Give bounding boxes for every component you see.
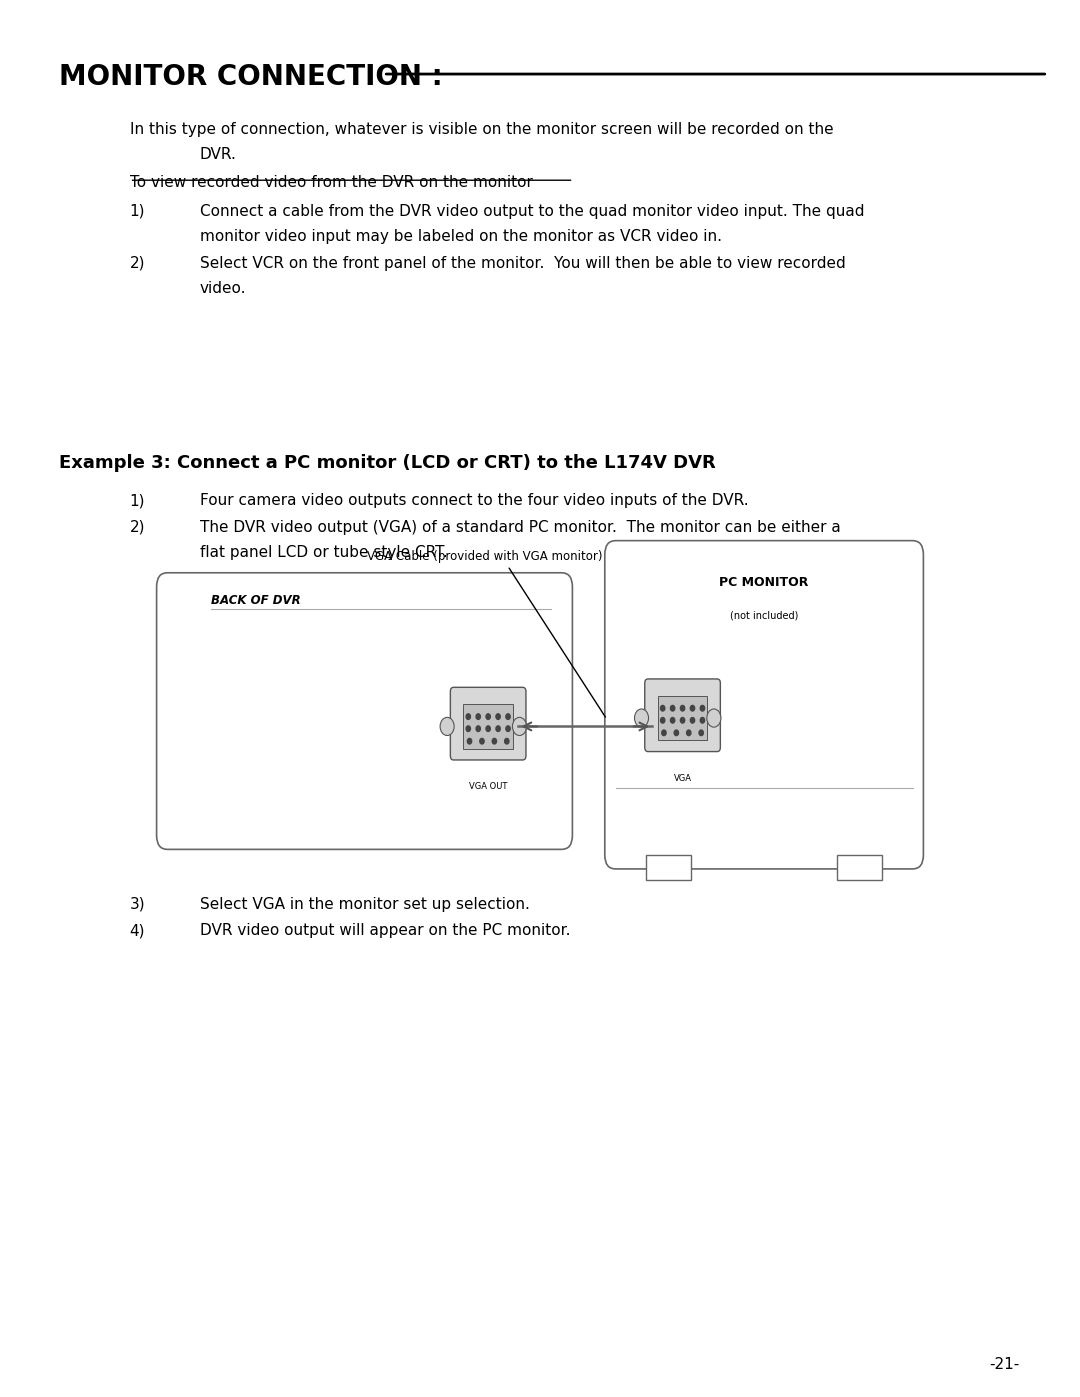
FancyBboxPatch shape: [645, 679, 720, 752]
Text: monitor video input may be labeled on the monitor as VCR video in.: monitor video input may be labeled on th…: [200, 229, 721, 244]
Circle shape: [680, 705, 685, 711]
Text: 4): 4): [130, 923, 145, 939]
Text: 2): 2): [130, 256, 145, 271]
Circle shape: [680, 718, 685, 724]
Bar: [658, 696, 707, 740]
Text: PC MONITOR: PC MONITOR: [719, 576, 809, 588]
Circle shape: [505, 726, 510, 732]
FancyBboxPatch shape: [605, 541, 923, 869]
Circle shape: [486, 726, 490, 732]
Text: Four camera video outputs connect to the four video inputs of the DVR.: Four camera video outputs connect to the…: [200, 493, 748, 509]
Bar: [646, 855, 691, 880]
Circle shape: [504, 739, 509, 745]
Circle shape: [690, 718, 694, 724]
Text: VGA OUT: VGA OUT: [469, 782, 508, 791]
Text: Select VCR on the front panel of the monitor.  You will then be able to view rec: Select VCR on the front panel of the mon…: [200, 256, 846, 271]
FancyBboxPatch shape: [157, 573, 572, 849]
Text: MONITOR CONNECTION :: MONITOR CONNECTION :: [59, 63, 443, 91]
Circle shape: [671, 705, 675, 711]
Circle shape: [700, 705, 704, 711]
Circle shape: [467, 714, 471, 719]
Text: video.: video.: [200, 281, 246, 296]
Circle shape: [505, 714, 510, 719]
Circle shape: [700, 718, 704, 724]
Circle shape: [496, 714, 500, 719]
Bar: [463, 704, 513, 749]
Circle shape: [662, 731, 666, 736]
Text: (not included): (not included): [730, 610, 798, 620]
Text: DVR video output will appear on the PC monitor.: DVR video output will appear on the PC m…: [200, 923, 570, 939]
Circle shape: [671, 718, 675, 724]
Text: VGA: VGA: [674, 774, 691, 782]
Text: VGA Cable (provided with VGA monitor): VGA Cable (provided with VGA monitor): [367, 550, 603, 563]
Circle shape: [480, 739, 484, 745]
Text: 2): 2): [130, 520, 145, 535]
Text: Connect a cable from the DVR video output to the quad monitor video input. The q: Connect a cable from the DVR video outpu…: [200, 204, 864, 219]
Circle shape: [661, 718, 665, 724]
Text: BACK OF DVR: BACK OF DVR: [211, 594, 300, 606]
Circle shape: [467, 726, 471, 732]
Circle shape: [687, 731, 691, 736]
Text: In this type of connection, whatever is visible on the monitor screen will be re: In this type of connection, whatever is …: [130, 122, 834, 137]
Circle shape: [699, 731, 703, 736]
Circle shape: [674, 731, 678, 736]
Text: 3): 3): [130, 897, 145, 912]
Circle shape: [496, 726, 500, 732]
Circle shape: [492, 739, 497, 745]
Text: flat panel LCD or tube style CRT.: flat panel LCD or tube style CRT.: [200, 545, 447, 560]
Circle shape: [706, 710, 720, 726]
FancyBboxPatch shape: [450, 687, 526, 760]
Text: The DVR video output (VGA) of a standard PC monitor.  The monitor can be either : The DVR video output (VGA) of a standard…: [200, 520, 840, 535]
Text: Example 3: Connect a PC monitor (LCD or CRT) to the L174V DVR: Example 3: Connect a PC monitor (LCD or …: [59, 454, 716, 472]
Text: DVR.: DVR.: [200, 147, 237, 162]
Text: Select VGA in the monitor set up selection.: Select VGA in the monitor set up selecti…: [200, 897, 529, 912]
Circle shape: [486, 714, 490, 719]
Circle shape: [441, 718, 454, 735]
Circle shape: [476, 726, 481, 732]
Circle shape: [513, 718, 527, 735]
Text: 1): 1): [130, 493, 145, 509]
Circle shape: [634, 710, 648, 726]
Circle shape: [468, 739, 472, 745]
Text: To view recorded video from the DVR on the monitor: To view recorded video from the DVR on t…: [130, 175, 532, 190]
Circle shape: [661, 705, 665, 711]
Circle shape: [476, 714, 481, 719]
Circle shape: [690, 705, 694, 711]
Text: -21-: -21-: [989, 1356, 1020, 1372]
Text: 1): 1): [130, 204, 145, 219]
Bar: [837, 855, 882, 880]
